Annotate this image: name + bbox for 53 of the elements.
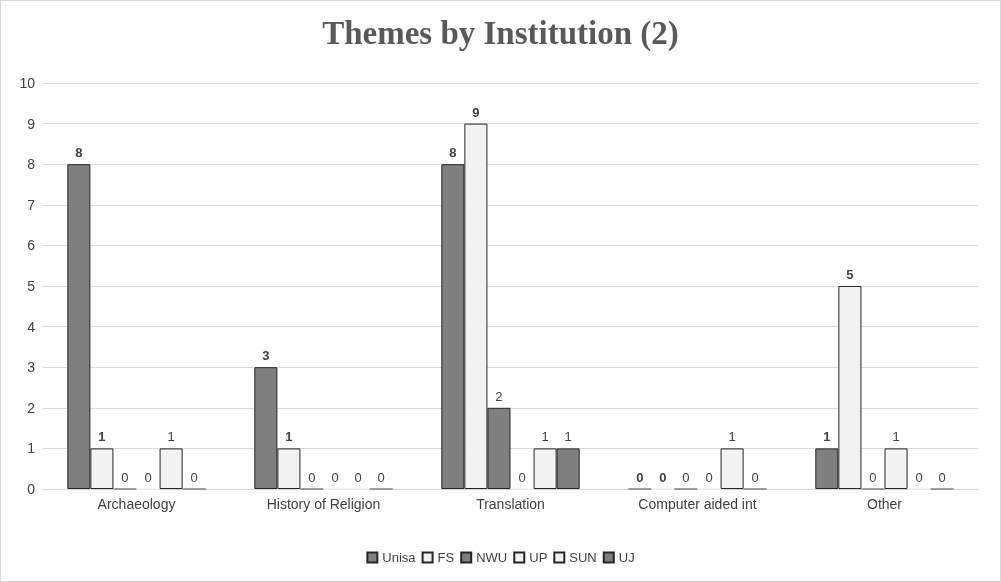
data-label: 0: [331, 469, 339, 485]
data-label: 8: [449, 145, 457, 161]
y-tick-label: 3: [27, 359, 36, 376]
data-label: 0: [751, 469, 759, 485]
chart-title: Themes by Institution (2): [322, 14, 679, 52]
y-tick-label: 7: [27, 196, 36, 213]
data-label: 0: [190, 469, 198, 485]
data-label: 0: [121, 469, 129, 485]
data-label: 9: [472, 104, 480, 120]
legend-label: UJ: [618, 550, 635, 565]
x-tick-label: Translation: [476, 496, 545, 512]
legend-label: UP: [529, 550, 548, 565]
data-label: 0: [682, 469, 690, 485]
y-tick-label: 5: [27, 278, 36, 294]
data-label: 0: [705, 469, 713, 485]
x-tick-label: Other: [866, 496, 903, 512]
y-tick-label: 9: [27, 115, 36, 132]
data-label: 0: [636, 469, 644, 485]
data-label: 2: [495, 388, 503, 404]
data-label: 0: [308, 469, 316, 485]
data-label: 0: [518, 469, 526, 485]
legend-label: FS: [437, 550, 455, 565]
data-label: 1: [98, 429, 106, 445]
x-tick-label: Computer aided int: [638, 496, 757, 512]
legend-label: SUN: [569, 550, 597, 565]
x-tick-label: History of Religion: [266, 496, 381, 512]
data-label: 0: [354, 469, 362, 485]
data-label: 1: [564, 429, 572, 445]
data-label: 0: [869, 469, 877, 485]
y-tick-label: 4: [27, 318, 36, 335]
legend-label: NWU: [476, 550, 508, 565]
data-label: 0: [144, 469, 152, 485]
y-tick-label: 0: [27, 481, 36, 497]
data-label: 5: [846, 267, 854, 282]
data-label: 0: [659, 469, 667, 485]
data-label: 1: [823, 429, 831, 445]
data-label: 0: [377, 469, 385, 485]
legend-label: Unisa: [382, 550, 417, 565]
y-tick-label: 10: [19, 75, 36, 91]
data-label: 1: [728, 429, 736, 445]
data-label: 0: [915, 469, 923, 485]
data-label: 1: [892, 429, 900, 445]
y-tick-label: 2: [27, 399, 36, 416]
data-label: 0: [938, 469, 946, 485]
y-tick-label: 6: [27, 237, 36, 254]
data-label: 1: [167, 429, 175, 445]
data-label: 1: [285, 429, 293, 445]
data-label: 1: [541, 429, 549, 445]
y-tick-label: 1: [27, 440, 36, 457]
y-tick-label: 8: [27, 156, 36, 173]
x-tick-label: Archaeology: [97, 496, 176, 512]
data-label: 8: [75, 145, 83, 161]
data-label: 3: [262, 348, 270, 364]
